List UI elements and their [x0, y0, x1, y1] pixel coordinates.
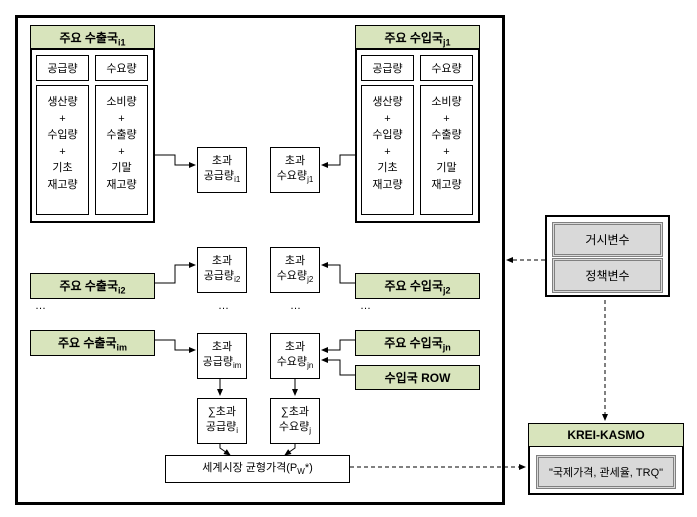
excess-supply-i2: 초과 공급량i2 — [197, 247, 247, 293]
import-title-text-n: 주요 수입국 — [384, 336, 443, 350]
excess-supply-im: 초과 공급량im — [197, 333, 247, 379]
kasmo-body: "국제가격, 관세율, TRQ" — [536, 455, 676, 489]
import-demand-header: 수요량 — [420, 55, 473, 81]
sum-demand-label: ∑초과 수요량 — [279, 406, 309, 433]
import-sub-jn: jn — [443, 342, 451, 352]
export-supply-body: 생산량 + 수입량 + 기초 재고량 — [36, 85, 89, 215]
es-sub-i1: i1 — [234, 176, 240, 185]
import-sub-j2: j2 — [443, 285, 451, 295]
kasmo-title: KREI-KASMO — [528, 423, 684, 447]
es-label: 초과 공급량 — [204, 155, 234, 182]
export-title-text-m: 주요 수출국 — [58, 336, 117, 350]
world-price-box: 세계시장 균형가격(PW*) — [165, 455, 350, 483]
policy-var-box: 정책변수 — [552, 258, 663, 293]
import-title-text-2: 주요 수입국 — [384, 279, 443, 293]
world-price-text: 세계시장 균형가격(P — [202, 462, 297, 474]
export-sub-i1: i1 — [118, 37, 126, 47]
ellipsis-4: … — [360, 300, 371, 312]
ellipsis-1: … — [35, 300, 46, 312]
excess-demand-j1: 초과 수요량j1 — [270, 147, 320, 193]
import-row-title: 수입국 ROW — [355, 365, 480, 390]
excess-demand-j2: 초과 수요량j2 — [270, 247, 320, 293]
export-i2-title: 주요 수출국i2 — [30, 273, 155, 299]
export-sub-i2: i2 — [118, 285, 126, 295]
import-jn-title: 주요 수입국jn — [355, 330, 480, 356]
import-title-text: 주요 수입국 — [384, 31, 443, 45]
macro-var-box: 거시변수 — [552, 222, 663, 257]
world-price-sub: W — [297, 467, 305, 476]
import-sub-j1: j1 — [443, 37, 451, 47]
export-demand-body: 소비량 + 수출량 + 기말 재고량 — [95, 85, 148, 215]
import-supply-body: 생산량 + 수입량 + 기초 재고량 — [361, 85, 414, 215]
export-im-title: 주요 수출국im — [30, 330, 155, 356]
ellipsis-3: … — [290, 300, 301, 312]
sum-demand-box: ∑초과 수요량j — [270, 398, 320, 444]
ed-label-n: 초과 수요량 — [277, 341, 307, 368]
ed-sub-j1: j1 — [307, 176, 313, 185]
export-demand-header: 수요량 — [95, 55, 148, 81]
export-supply-header: 공급량 — [36, 55, 89, 81]
sum-supply-box: ∑초과 공급량i — [197, 398, 247, 444]
import-demand-body: 소비량 + 수출량 + 기말 재고량 — [420, 85, 473, 215]
export-title-text-2: 주요 수출국 — [59, 279, 118, 293]
export-sub-im: im — [117, 342, 128, 352]
ed-sub-j2: j2 — [307, 276, 313, 285]
import-supply-header: 공급량 — [361, 55, 414, 81]
es-label-m: 초과 공급량 — [203, 341, 233, 368]
es-sub-im: im — [233, 362, 241, 371]
excess-demand-jn: 초과 수요량jn — [270, 333, 320, 379]
ed-label: 초과 수요량 — [277, 155, 307, 182]
export-title-text: 주요 수출국 — [59, 31, 118, 45]
sum-demand-sub: j — [309, 427, 311, 436]
ellipsis-2: … — [218, 300, 229, 312]
excess-supply-i1: 초과 공급량i1 — [197, 147, 247, 193]
sum-supply-label: ∑초과 공급량 — [206, 406, 236, 433]
ed-sub-jn: jn — [307, 362, 313, 371]
sum-supply-sub: i — [236, 427, 238, 436]
es-label-2: 초과 공급량 — [204, 255, 234, 282]
world-price-end: *) — [305, 462, 313, 474]
ed-label-2: 초과 수요량 — [277, 255, 307, 282]
es-sub-i2: i2 — [234, 276, 240, 285]
import-j2-title: 주요 수입국j2 — [355, 273, 480, 299]
